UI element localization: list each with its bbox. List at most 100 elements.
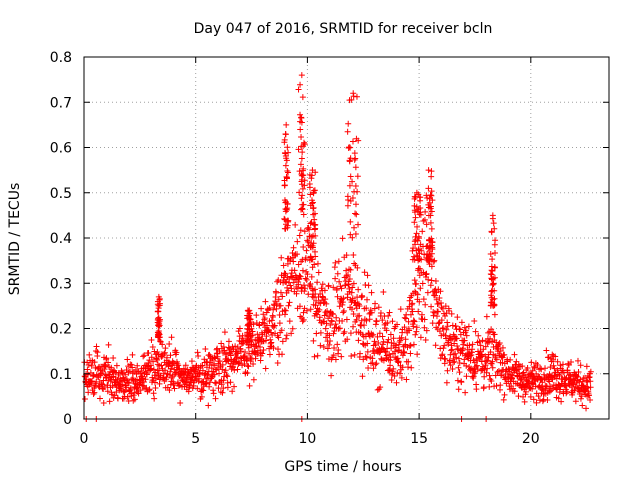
data-point (297, 81, 304, 88)
data-point (122, 371, 129, 378)
y-tick-label: 0.8 (50, 50, 72, 66)
data-point (409, 247, 416, 254)
data-point (363, 305, 370, 312)
data-point (106, 398, 113, 405)
data-point (377, 384, 384, 391)
data-point (550, 362, 557, 369)
data-point (196, 371, 203, 378)
data-point (410, 317, 417, 324)
data-point (316, 306, 323, 313)
data-point (409, 300, 416, 307)
data-point (165, 359, 172, 366)
data-point (282, 206, 289, 213)
data-point (244, 362, 251, 369)
data-point (334, 293, 341, 300)
data-point (472, 328, 479, 335)
data-point (349, 138, 356, 145)
data-point (455, 364, 462, 371)
data-point (489, 256, 496, 263)
data-point (427, 205, 434, 212)
data-point (484, 365, 491, 372)
data-point (416, 298, 423, 305)
data-point (227, 379, 234, 386)
data-point (488, 326, 495, 333)
data-point (296, 303, 303, 310)
data-point (498, 371, 505, 378)
data-point (483, 313, 490, 320)
data-point (131, 396, 138, 403)
data-point (489, 212, 496, 219)
data-point (118, 369, 125, 376)
data-point (283, 332, 290, 339)
data-point (392, 344, 399, 351)
data-point (452, 323, 459, 330)
data-point (94, 373, 101, 380)
data-point (203, 380, 210, 387)
data-point (541, 376, 548, 383)
data-point (348, 353, 355, 360)
data-point (439, 351, 446, 358)
data-point (245, 312, 252, 319)
data-point (328, 372, 335, 379)
data-point (135, 390, 142, 397)
data-point (515, 393, 522, 400)
data-point (211, 354, 218, 361)
data-point (428, 192, 435, 199)
data-point (201, 356, 208, 363)
data-point (154, 349, 161, 356)
data-point (518, 375, 525, 382)
data-point (275, 334, 282, 341)
data-point (276, 311, 283, 318)
data-point (218, 340, 225, 347)
data-point (384, 319, 391, 326)
data-point (390, 365, 397, 372)
data-point (346, 275, 353, 282)
data-point (350, 280, 357, 287)
data-point (339, 301, 346, 308)
data-point (282, 221, 289, 228)
data-point (313, 311, 320, 318)
data-point (267, 340, 274, 347)
data-point (349, 284, 356, 291)
data-point (124, 393, 131, 400)
data-point (213, 380, 220, 387)
data-point (332, 321, 339, 328)
data-point (310, 337, 317, 344)
data-point (149, 344, 156, 351)
data-point (577, 362, 584, 369)
data-point (173, 349, 180, 356)
data-point (411, 288, 418, 295)
data-point (492, 372, 499, 379)
data-point (206, 383, 213, 390)
data-point (528, 359, 535, 366)
data-point (487, 348, 494, 355)
data-point (415, 257, 422, 264)
data-point (155, 331, 162, 338)
data-point (377, 309, 384, 316)
data-point (543, 347, 550, 354)
data-point (125, 380, 132, 387)
data-point (346, 157, 353, 164)
data-point (530, 396, 537, 403)
data-point (244, 369, 251, 376)
data-point (339, 299, 346, 306)
data-point (239, 332, 246, 339)
data-point (376, 330, 383, 337)
data-point (118, 367, 125, 374)
data-point (351, 224, 358, 231)
data-point (449, 366, 456, 373)
data-point (303, 307, 310, 314)
data-point (437, 288, 444, 295)
data-point (307, 220, 314, 227)
data-point (150, 390, 157, 397)
data-point (489, 268, 496, 275)
data-point (395, 358, 402, 365)
data-point (448, 310, 455, 317)
data-point (85, 362, 92, 369)
data-point (162, 345, 169, 352)
data-point (533, 399, 540, 406)
data-point (219, 389, 226, 396)
data-point (352, 182, 359, 189)
data-point (155, 330, 162, 337)
data-point (216, 358, 223, 365)
